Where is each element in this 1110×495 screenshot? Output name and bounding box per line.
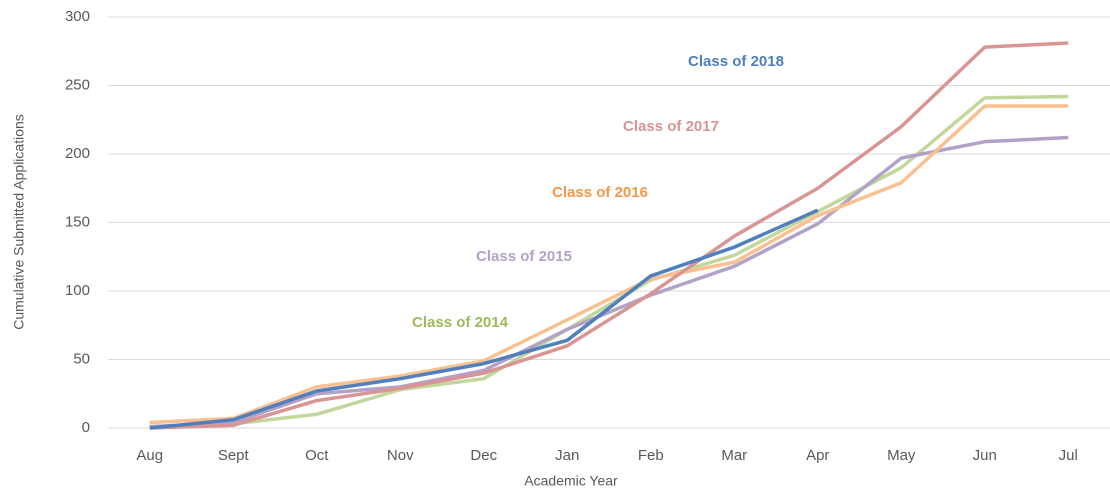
x-axis-title: Academic Year [524, 473, 618, 489]
y-tick-label: 300 [65, 8, 90, 25]
x-tick-label: May [887, 447, 916, 464]
series-line [149, 41, 1069, 430]
x-tick-label: Dec [470, 447, 497, 464]
series-line [149, 208, 819, 430]
series-line [149, 94, 1069, 429]
y-tick-label: 50 [73, 350, 90, 367]
x-tick-label: Jun [973, 447, 997, 464]
series-label: Class of 2015 [476, 248, 572, 265]
series-label: Class of 2016 [552, 184, 648, 201]
y-tick-label: 0 [82, 419, 90, 436]
x-tick-label: Sept [218, 447, 250, 464]
y-tick-label: 150 [65, 213, 90, 230]
x-tick-label: Feb [638, 447, 664, 464]
series-line [149, 135, 1069, 429]
x-tick-label: Apr [806, 447, 829, 464]
x-tick-label: Mar [721, 447, 747, 464]
y-axis-title: Cumulative Submitted Applications [11, 114, 27, 330]
x-tick-label: Oct [305, 447, 329, 464]
y-tick-label: 250 [65, 76, 90, 93]
y-tick-label: 200 [65, 145, 90, 162]
x-tick-label: Jan [555, 447, 579, 464]
x-tick-label: Aug [136, 447, 163, 464]
series-label: Class of 2017 [623, 118, 719, 135]
x-tick-label: Jul [1059, 447, 1078, 464]
y-tick-label: 100 [65, 282, 90, 299]
x-tick-label: Nov [387, 447, 414, 464]
series-label: Class of 2018 [688, 53, 784, 70]
series-label: Class of 2014 [412, 314, 509, 331]
series-line [149, 104, 1069, 425]
